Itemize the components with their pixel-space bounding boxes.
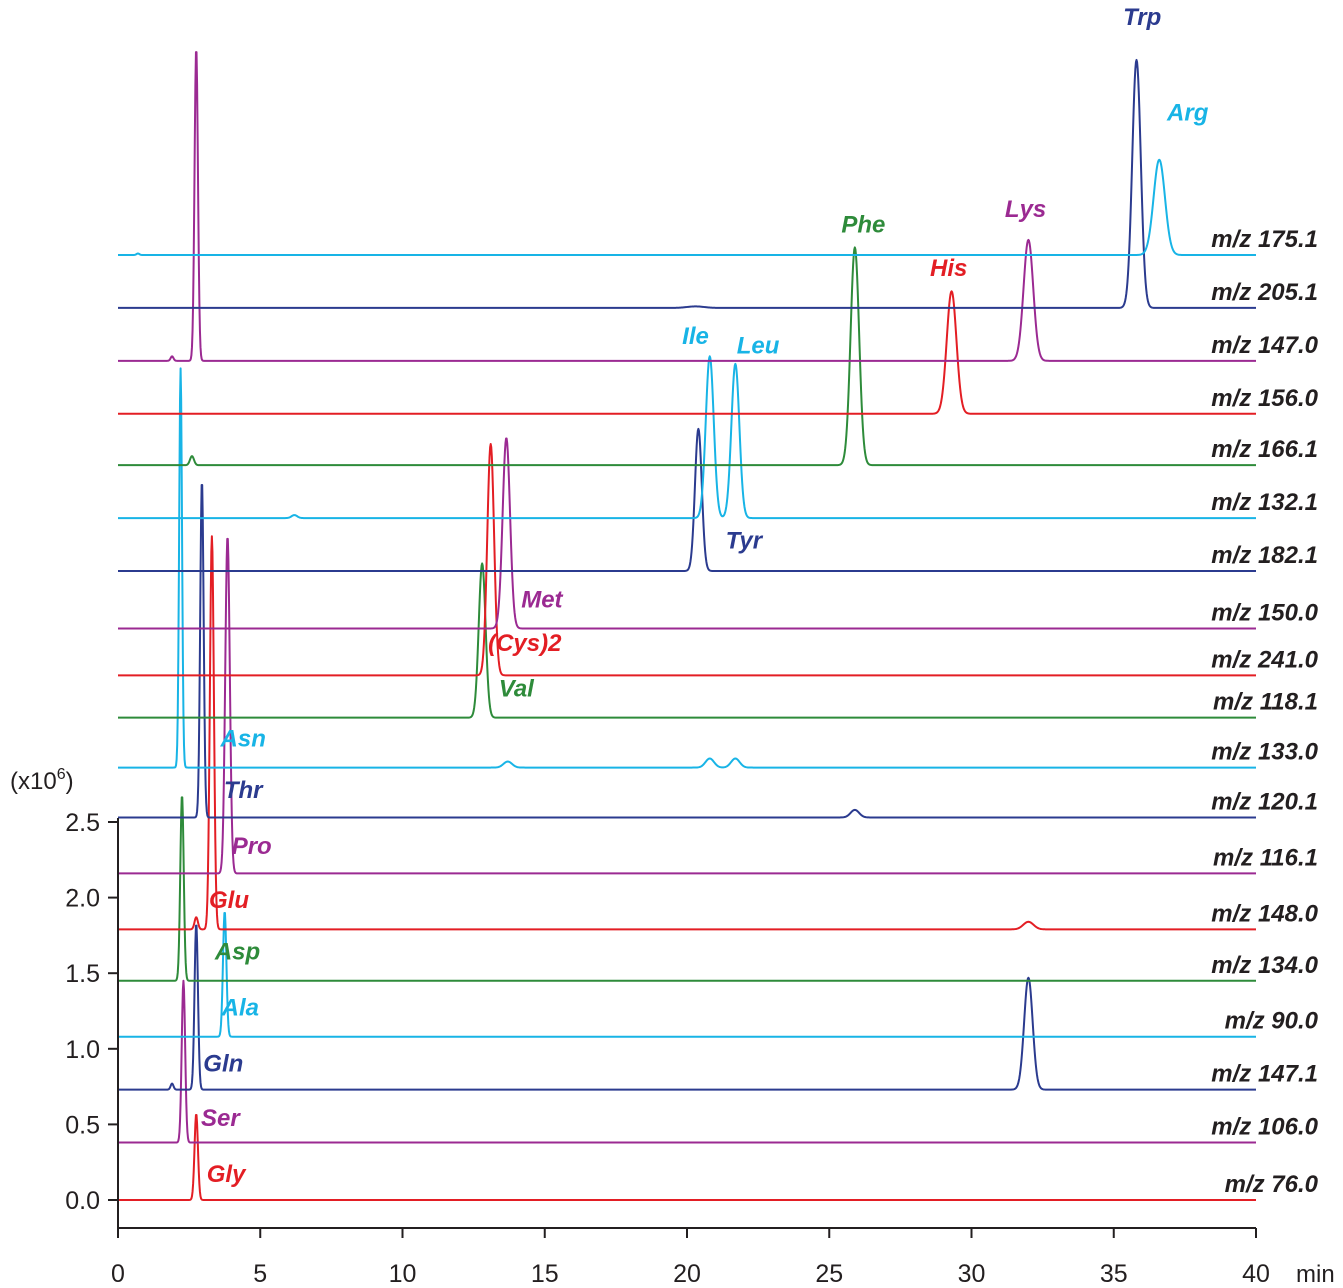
x-tick-label: 40 (1242, 1260, 1270, 1288)
x-tick-label: 35 (1100, 1260, 1128, 1288)
trace-line (117, 924, 1257, 1091)
x-tick-label: 0 (111, 1260, 125, 1288)
y-unit-label: (x106) (10, 766, 74, 795)
trace-line (117, 562, 1257, 719)
x-tick-label: 20 (673, 1260, 701, 1288)
y-tick-label: 0.5 (65, 1111, 100, 1139)
y-tick-label: 2.0 (65, 885, 100, 913)
trace-mz-label: m/z 205.1 (1211, 279, 1318, 306)
peak-label: Glu (209, 887, 249, 914)
trace-mz-label: m/z 148.0 (1211, 900, 1318, 927)
trace-mz-label: m/z 133.0 (1211, 739, 1318, 766)
y-unit-exponent: 6 (57, 766, 66, 783)
peak-label: Lys (1005, 196, 1046, 223)
peak-label: (Cys)2 (488, 630, 562, 657)
x-tick-label: 30 (958, 1260, 986, 1288)
trace-line (117, 483, 1257, 819)
y-unit-close: ) (66, 768, 74, 795)
x-unit-label: min (1296, 1261, 1335, 1288)
trace-mz-label: m/z 156.0 (1211, 385, 1318, 412)
trace-line (117, 355, 1257, 520)
trace-mz-label: m/z 116.1 (1213, 844, 1318, 871)
trace-line (117, 537, 1257, 875)
trace-line (117, 437, 1257, 630)
trace-line (117, 367, 1257, 769)
peak-label: Ser (201, 1105, 241, 1132)
ticks-layer: 0 5 10 15 20 25 30 35 40 0.0 0.5 1.0 1.5 2.0 2.5 (65, 809, 1270, 1288)
axes-layer (117, 818, 1256, 1229)
trace-line (117, 158, 1257, 256)
trace-mz-label: m/z 175.1 (1211, 226, 1318, 253)
x-tick-label: 5 (253, 1260, 267, 1288)
peak-label: Trp (1123, 4, 1161, 31)
x-tick-label: 15 (531, 1260, 559, 1288)
trace-line (117, 443, 1257, 677)
trace-line (117, 979, 1257, 1144)
trace-mz-label: m/z 150.0 (1211, 600, 1318, 627)
peak-label: Arg (1166, 99, 1209, 126)
peak-label: Ile (682, 323, 709, 350)
trace-line (117, 911, 1257, 1038)
peak-label: His (930, 255, 967, 282)
peak-label: Asp (214, 939, 260, 966)
trace-mz-label: m/z 147.1 (1211, 1061, 1318, 1088)
labels-layer: Gly Ser Gln Ala Asp Glu Pro Thr Asn Val (Cys)2 Met T… (201, 4, 1209, 1188)
trace-mz-label: m/z 134.0 (1211, 952, 1318, 979)
trace-mz-label: m/z 76.0 (1225, 1171, 1319, 1198)
peak-label: Pro (232, 833, 272, 860)
trace-line (117, 246, 1257, 467)
traces-layer: m/z 76.0 m/z 106.0 m/z 147.1 m/z 90.0 m/z 13… (117, 51, 1319, 1201)
peak-label: Phe (841, 211, 885, 238)
peak-label: Ala (221, 995, 259, 1022)
trace-mz-label: m/z 147.0 (1211, 332, 1318, 359)
trace-line (117, 51, 1257, 362)
x-tick-label: 25 (815, 1260, 843, 1288)
peak-label: Thr (224, 777, 264, 804)
peak-label: Val (499, 676, 535, 703)
peak-label: Leu (737, 332, 780, 359)
x-tick-label: 10 (389, 1260, 417, 1288)
trace-line (117, 1114, 1257, 1201)
trace-mz-label: m/z 118.1 (1213, 689, 1318, 716)
y-tick-label: 2.5 (65, 809, 100, 837)
trace-mz-label: m/z 166.1 (1211, 436, 1318, 463)
trace-line (117, 290, 1257, 415)
trace-line (117, 58, 1257, 309)
trace-line (117, 796, 1257, 982)
y-tick-label: 1.0 (65, 1036, 100, 1064)
peak-label: Gly (207, 1161, 247, 1188)
trace-line (117, 427, 1257, 573)
peak-label: Asn (220, 725, 266, 752)
trace-mz-label: m/z 106.0 (1211, 1114, 1318, 1141)
peak-label: Gln (203, 1051, 243, 1078)
trace-mz-label: m/z 182.1 (1211, 542, 1318, 569)
peak-label: Met (521, 586, 563, 613)
trace-mz-label: m/z 132.1 (1211, 489, 1318, 516)
y-tick-label: 1.5 (65, 960, 100, 988)
trace-mz-label: m/z 120.1 (1211, 789, 1318, 816)
peak-label: Tyr (726, 527, 764, 554)
trace-mz-label: m/z 90.0 (1225, 1008, 1319, 1035)
trace-line (117, 535, 1257, 931)
y-tick-label: 0.0 (65, 1187, 100, 1215)
y-unit-base: (x10 (10, 768, 57, 795)
trace-mz-label: m/z 241.0 (1211, 646, 1318, 673)
